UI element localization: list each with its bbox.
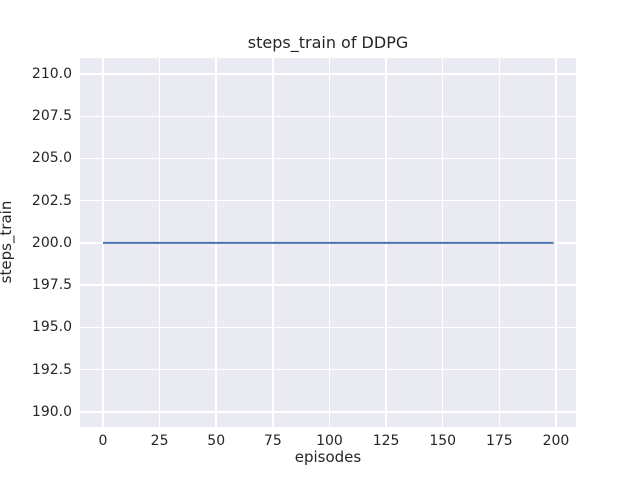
y-tick-label: 207.5	[31, 108, 72, 125]
x-tick-label: 50	[207, 433, 226, 449]
x-tick-label: 175	[485, 433, 513, 449]
x-tick-label: 150	[429, 433, 457, 449]
y-tick-label: 210.0	[31, 66, 72, 83]
x-tick-label: 25	[150, 433, 169, 449]
y-gridline	[80, 115, 576, 117]
y-tick-label: 202.5	[31, 192, 72, 209]
x-tick-label: 0	[98, 433, 108, 449]
y-gridline	[80, 411, 576, 413]
chart-title: steps_train of DDPG	[247, 33, 409, 52]
y-gridline	[80, 284, 576, 286]
x-tick-label: 200	[542, 433, 570, 449]
y-gridline	[80, 157, 576, 160]
x-tick-label: 75	[263, 433, 282, 449]
y-gridline	[80, 199, 576, 202]
axes-area	[80, 58, 576, 427]
y-gridline	[80, 368, 576, 371]
y-tick-label: 197.5	[31, 277, 72, 294]
x-tick-label: 100	[316, 433, 343, 449]
y-tick-label: 195.0	[31, 319, 72, 336]
x-tick-label: 125	[372, 433, 400, 449]
y-gridline	[80, 326, 576, 329]
y-gridline	[80, 73, 576, 75]
y-tick-label: 190.0	[31, 403, 72, 420]
y-tick-label: 200.0	[31, 234, 72, 251]
y-tick-label: 205.0	[31, 150, 72, 167]
y-tick-label: 192.5	[31, 361, 72, 378]
x-axis-label: episodes	[294, 448, 362, 466]
series-plot-layer	[102, 241, 554, 244]
